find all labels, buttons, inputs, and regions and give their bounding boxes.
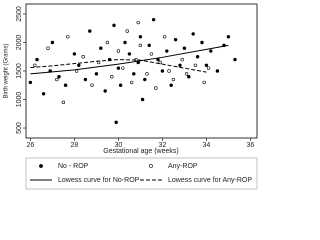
point [57,75,61,79]
x-tick-label: 28 [71,142,79,149]
legend-label: Any-ROP [168,163,198,170]
y-tick-label: 1500 [16,63,23,79]
point [77,63,81,67]
point [143,77,147,82]
point [184,72,189,76]
point [140,97,145,102]
point [149,52,154,56]
point [94,72,99,76]
lowess-line [30,59,207,73]
point [200,40,204,45]
x-tick-label: 32 [159,142,167,149]
point [132,72,136,76]
x-axis-title: Gestational age (weeks) [103,148,178,155]
point [46,46,50,50]
point [129,80,134,85]
y-tick-label: 1000 [16,92,23,108]
point [226,35,231,39]
x-tick-label: 34 [203,142,211,149]
point [138,43,143,48]
point [83,77,88,82]
point [125,29,129,33]
point [63,83,68,87]
legend-label: Lowess curve for No-ROP [58,177,140,184]
point [90,83,94,87]
point [202,80,206,85]
point [50,40,55,45]
point [151,17,156,22]
point [173,37,178,42]
y-tick-label: 2000 [16,35,23,51]
point [136,20,140,25]
point [233,57,237,62]
point [110,75,114,79]
point [66,35,70,39]
legend-box [25,157,258,190]
point [187,75,191,79]
point [33,63,37,67]
page: Gestational age (weeks) Birth weight (Gr… [3,3,258,190]
point [162,35,167,39]
point [55,77,59,82]
point [138,35,143,39]
legend-label: No - ROP [58,163,89,170]
point [28,80,33,85]
x-tick-label: 30 [115,142,123,149]
point [171,77,176,82]
point [116,49,121,53]
point [180,57,184,62]
point [165,49,169,53]
x-tick-label: 36 [247,142,255,149]
point [127,52,132,56]
y-axis-title: Birth weight (Grams) [4,43,10,98]
y-tick-label: 2500 [16,6,23,22]
point [167,69,171,73]
point [178,63,182,67]
point [206,66,211,70]
point [209,49,213,53]
legend-label: Lowess curve for Any-ROP [168,177,252,184]
point [103,89,107,93]
point [215,69,220,73]
point [195,55,200,59]
point [88,29,92,33]
point [105,40,110,45]
point [191,32,195,36]
point [169,83,173,87]
legend-marker [149,164,153,168]
point [204,63,209,67]
point [35,57,39,62]
point [61,100,66,105]
x-tick-label: 26 [27,142,35,149]
point [182,46,187,50]
lowess-line [30,44,229,75]
point [81,55,85,59]
point [154,86,158,90]
point [112,23,116,28]
point [114,120,118,125]
point [72,52,77,56]
y-tick-label: 500 [16,122,23,134]
point [123,40,127,45]
point [160,69,165,73]
point [41,92,46,96]
point [145,72,149,76]
point [193,63,198,67]
point [116,66,121,70]
legend-marker [39,164,43,168]
point [121,66,125,70]
point [118,83,123,87]
point [99,46,103,50]
chart: Gestational age (weeks) Birth weight (Gr… [4,3,258,190]
point [147,43,151,48]
